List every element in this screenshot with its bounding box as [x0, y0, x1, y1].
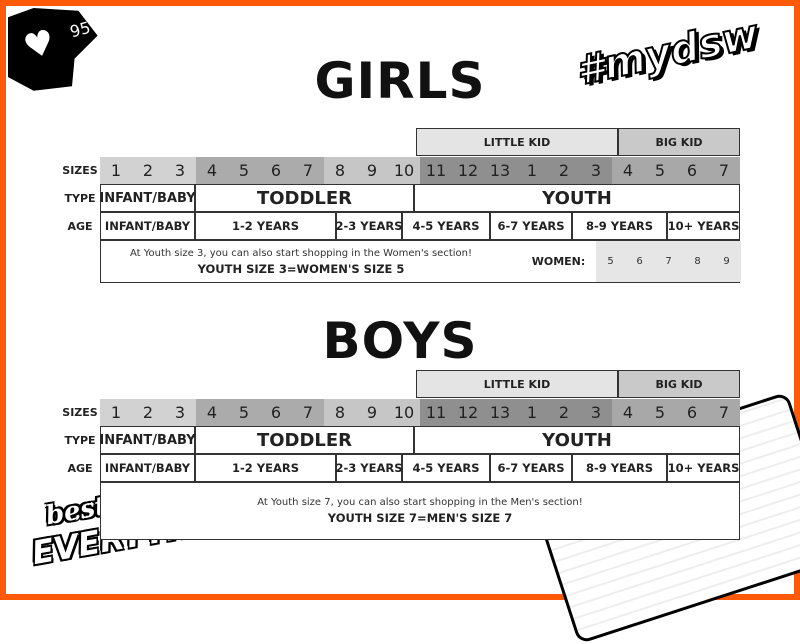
girls-size-chart: LITTLE KID BIG KID SIZES TYPE AGE 1 2 3 4 5 6 7 8 9 10… [60, 128, 750, 298]
row-label-type: TYPE [64, 433, 96, 447]
size-cell: 12 [452, 157, 484, 184]
size-cell: 8 [324, 399, 356, 426]
women-size-cell: 5 [596, 241, 625, 282]
size-cell: 1 [100, 399, 132, 426]
size-cell: 7 [708, 399, 740, 426]
women-label: WOMEN: [531, 255, 586, 268]
note-text-block: At Youth size 7, you can also start shop… [101, 483, 739, 539]
row-label-sizes: SIZES [62, 164, 98, 177]
women-size-cell: 9 [712, 241, 741, 282]
note-text-block: At Youth size 3, you can also start shop… [101, 241, 501, 282]
women-size-cell: 7 [654, 241, 683, 282]
size-cell: 9 [356, 399, 388, 426]
age-cell: 1-2 YEARS [195, 212, 336, 240]
size-cell: 4 [196, 399, 228, 426]
size-cell: 13 [484, 399, 516, 426]
age-cell: 4-5 YEARS [402, 454, 490, 482]
note-text: At Youth size 3, you can also start shop… [129, 247, 472, 259]
size-cell: 9 [356, 157, 388, 184]
size-cell: 7 [292, 399, 324, 426]
women-size-cell: 8 [683, 241, 712, 282]
boys-title: BOYS [322, 312, 478, 370]
size-cell: 5 [644, 157, 676, 184]
size-cell: 2 [548, 399, 580, 426]
note-row: At Youth size 3, you can also start shop… [100, 240, 741, 283]
size-cell: 5 [228, 157, 260, 184]
size-cell: 6 [676, 157, 708, 184]
size-cell: 2 [548, 157, 580, 184]
size-cell: 4 [612, 157, 644, 184]
age-cell: INFANT/BABY [100, 454, 195, 482]
age-cell: INFANT/BABY [100, 212, 195, 240]
size-cell: 1 [100, 157, 132, 184]
age-cell: 1-2 YEARS [195, 454, 336, 482]
size-cell: 11 [420, 399, 452, 426]
size-cell: 1 [516, 157, 548, 184]
size-cell: 12 [452, 399, 484, 426]
age-cell: 2-3 YEARS [336, 212, 403, 240]
note-row: At Youth size 7, you can also start shop… [100, 482, 740, 540]
group-big-kid: BIG KID [618, 128, 740, 156]
size-cell: 6 [676, 399, 708, 426]
size-cell: 11 [420, 157, 452, 184]
type-cell: YOUTH [414, 184, 740, 212]
age-cell: 2-3 YEARS [336, 454, 403, 482]
row-label-age: AGE [67, 461, 93, 475]
size-cell: 4 [612, 399, 644, 426]
size-cell: 4 [196, 157, 228, 184]
age-cell: 6-7 YEARS [490, 212, 572, 240]
group-little-kid: LITTLE KID [416, 370, 618, 398]
size-cell: 3 [164, 399, 196, 426]
row-label-type: TYPE [64, 191, 96, 205]
age-cell: 6-7 YEARS [490, 454, 572, 482]
size-cell: 10 [388, 157, 420, 184]
size-cell: 2 [132, 157, 164, 184]
size-cell: 3 [580, 399, 612, 426]
type-cell: INFANT/BABY [99, 426, 196, 454]
size-cell: 5 [228, 399, 260, 426]
note-equivalence: YOUTH SIZE 7=MEN'S SIZE 7 [327, 511, 513, 525]
row-label-sizes: SIZES [62, 406, 98, 419]
size-cell: 2 [132, 399, 164, 426]
note-text: At Youth size 7, you can also start shop… [257, 497, 583, 508]
size-cell: 6 [260, 399, 292, 426]
age-cell: 4-5 YEARS [402, 212, 490, 240]
size-cell: 3 [164, 157, 196, 184]
women-size-cell: 6 [625, 241, 654, 282]
size-cell: 3 [580, 157, 612, 184]
size-cell: 8 [324, 157, 356, 184]
type-cell: TODDLER [195, 426, 414, 454]
size-cell: 7 [708, 157, 740, 184]
size-cell: 6 [260, 157, 292, 184]
girls-title: GIRLS [314, 52, 486, 110]
size-cell: 1 [516, 399, 548, 426]
row-label-age: AGE [67, 219, 93, 233]
type-cell: YOUTH [414, 426, 740, 454]
size-cell: 10 [388, 399, 420, 426]
age-cell: 8-9 YEARS [572, 454, 667, 482]
size-cell: 5 [644, 399, 676, 426]
group-big-kid: BIG KID [618, 370, 740, 398]
type-cell: TODDLER [195, 184, 414, 212]
note-equivalence: YOUTH SIZE 3=WOMEN'S SIZE 5 [197, 261, 405, 276]
age-cell: 8-9 YEARS [572, 212, 667, 240]
type-cell: INFANT/BABY [99, 184, 196, 212]
boys-size-chart: LITTLE KID BIG KID SIZES TYPE AGE 1 2 3 4 5 6 7 8 9 10… [60, 370, 750, 540]
orange-frame [0, 0, 800, 600]
age-cell: 10+ YEARS [667, 454, 740, 482]
size-cell: 7 [292, 157, 324, 184]
group-little-kid: LITTLE KID [416, 128, 618, 156]
age-cell: 10+ YEARS [667, 212, 740, 240]
size-cell: 13 [484, 157, 516, 184]
